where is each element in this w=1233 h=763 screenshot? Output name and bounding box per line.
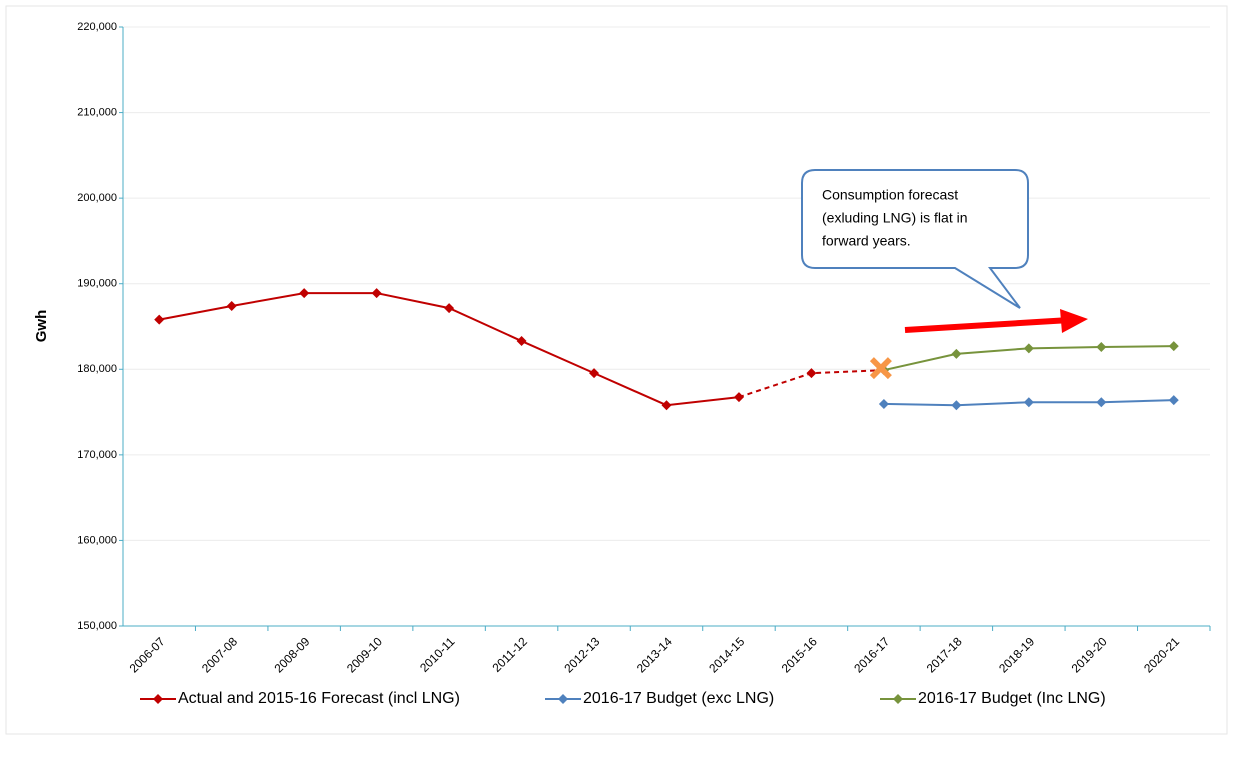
marker bbox=[154, 314, 165, 325]
y-tick-label: 210,000 bbox=[77, 106, 117, 118]
y-tick-label: 150,000 bbox=[77, 620, 117, 632]
legend-marker bbox=[153, 694, 163, 704]
marker bbox=[1096, 397, 1107, 408]
marker bbox=[733, 392, 744, 403]
marker bbox=[226, 300, 237, 311]
marker bbox=[806, 368, 817, 379]
y-tick-label: 200,000 bbox=[77, 192, 117, 204]
legend-marker bbox=[558, 694, 568, 704]
marker bbox=[1168, 395, 1179, 406]
callout-text: (exluding LNG) is flat in bbox=[822, 210, 968, 226]
legend bbox=[93, 680, 1163, 718]
orange-cross bbox=[869, 357, 892, 380]
marker bbox=[661, 400, 672, 411]
callout bbox=[801, 169, 1029, 309]
callout-text: Consumption forecast bbox=[822, 187, 958, 203]
orange-cross-shape bbox=[869, 357, 892, 380]
y-tick-label: 190,000 bbox=[77, 278, 117, 290]
marker bbox=[1168, 341, 1179, 352]
y-tick-label: 180,000 bbox=[77, 363, 117, 375]
marker bbox=[516, 336, 527, 347]
marker bbox=[951, 400, 962, 411]
red-arrow bbox=[904, 309, 1088, 333]
marker bbox=[951, 348, 962, 359]
marker bbox=[1023, 343, 1034, 354]
marker bbox=[444, 303, 455, 314]
callout-text: forward years. bbox=[822, 233, 911, 249]
y-axis-label: Gwh bbox=[33, 310, 50, 343]
legend-label: 2016-17 Budget (exc LNG) bbox=[583, 690, 774, 707]
marker bbox=[299, 288, 310, 299]
legend-label: 2016-17 Budget (Inc LNG) bbox=[918, 690, 1106, 707]
marker bbox=[371, 288, 382, 299]
marker bbox=[1096, 342, 1107, 353]
marker bbox=[878, 398, 889, 409]
legend-marker bbox=[893, 694, 903, 704]
legend-label: Actual and 2015-16 Forecast (incl LNG) bbox=[178, 690, 460, 707]
y-tick-label: 220,000 bbox=[77, 21, 117, 33]
marker bbox=[1023, 397, 1034, 408]
marker bbox=[589, 368, 600, 379]
y-tick-label: 160,000 bbox=[77, 534, 117, 546]
chart-frame bbox=[5, 5, 1228, 735]
y-tick-label: 170,000 bbox=[77, 449, 117, 461]
